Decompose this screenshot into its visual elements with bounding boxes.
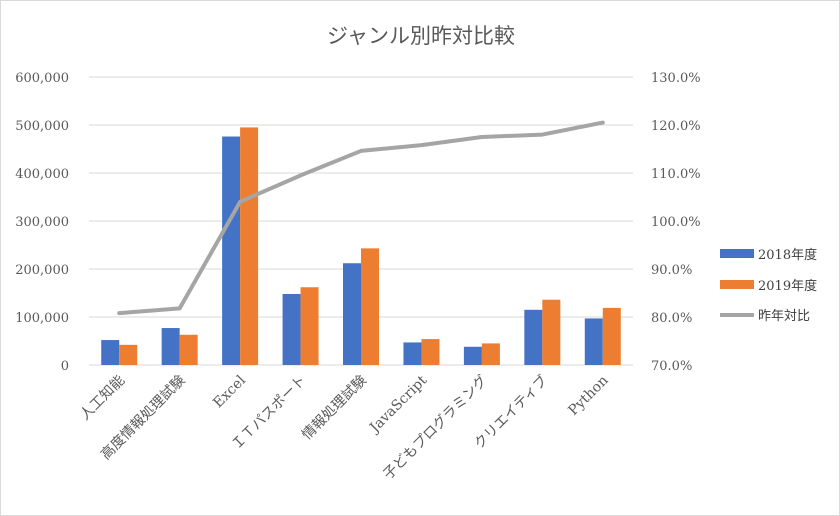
bar-series xyxy=(101,127,621,366)
bar-series-1 xyxy=(343,263,361,365)
secondary-y-tick-label: 120.0% xyxy=(651,119,701,134)
category-label: 人工知能 xyxy=(76,372,128,424)
secondary-y-tick-label: 70.0% xyxy=(651,359,692,374)
bar-series-2 xyxy=(179,334,198,365)
secondary-y-tick-label: 90.0% xyxy=(651,263,692,278)
bar-series-2 xyxy=(240,127,259,366)
bar-series-1 xyxy=(463,346,482,365)
secondary-y-tick-label: 110.0% xyxy=(651,167,701,182)
bar-series-1 xyxy=(584,318,603,365)
primary-y-tick-label: 200,000 xyxy=(15,263,69,278)
bar-series-1 xyxy=(282,293,301,365)
primary-y-axis: 0 100,000 200,000 300,000 400,000 500,000 600,… xyxy=(15,71,69,374)
bar-series-2 xyxy=(542,299,561,365)
secondary-y-tick-label: 100.0% xyxy=(651,215,701,230)
category-label: Python xyxy=(565,373,611,419)
category-label: JavaScript xyxy=(366,372,431,437)
bar-series-1 xyxy=(222,136,241,365)
chart-title: ジャンル別昨対比較 xyxy=(327,24,515,48)
secondary-y-axis: 70.0% 80.0% 90.0% 100.0% 110.0% 120.0% 130.0% xyxy=(651,71,701,374)
legend-swatch xyxy=(720,249,754,258)
bar-series-2 xyxy=(421,339,440,365)
category-label: Excel xyxy=(210,372,249,411)
category-label: 情報処理試験 xyxy=(299,373,370,444)
primary-y-tick-label: 100,000 xyxy=(15,311,69,326)
primary-y-tick-label: 600,000 xyxy=(15,71,69,86)
bar-series-1 xyxy=(161,328,180,365)
bar-series-1 xyxy=(524,309,543,365)
legend-label: 2019年度 xyxy=(758,278,817,294)
bar-series-2 xyxy=(602,307,621,365)
primary-y-tick-label: 0 xyxy=(61,359,69,374)
secondary-y-tick-label: 80.0% xyxy=(651,311,692,326)
bar-series-2 xyxy=(481,343,500,365)
legend-swatch xyxy=(720,280,754,289)
legend-label: 昨年対比 xyxy=(758,309,810,324)
primary-y-tick-label: 400,000 xyxy=(15,167,69,182)
legend-label: 2018年度 xyxy=(758,247,817,263)
category-label: 子どもプログラミング xyxy=(380,373,490,483)
bar-series-2 xyxy=(361,248,379,365)
secondary-y-tick-label: 130.0% xyxy=(651,71,701,86)
bar-series-2 xyxy=(119,344,138,365)
bar-series-2 xyxy=(300,287,319,365)
ratio-line-series xyxy=(117,120,605,316)
primary-y-tick-label: 300,000 xyxy=(15,215,69,230)
bar-series-1 xyxy=(403,342,422,365)
primary-y-tick-label: 500,000 xyxy=(15,119,69,134)
bar-series-1 xyxy=(101,340,120,365)
